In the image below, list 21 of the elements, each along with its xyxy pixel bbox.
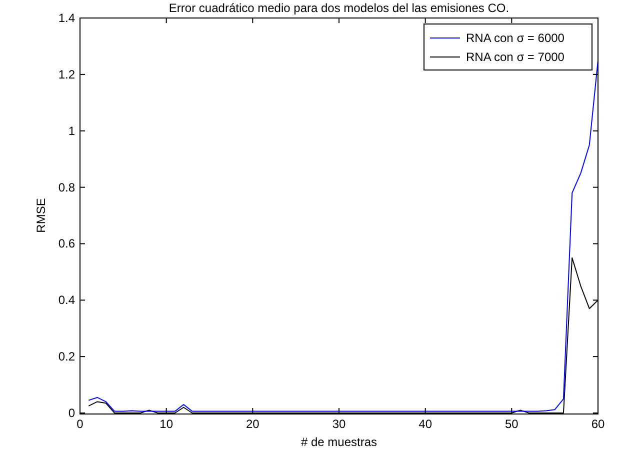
x-tick-label: 40 xyxy=(418,417,432,431)
y-tick-label: 0 xyxy=(68,406,76,420)
y-tick-label: 1.2 xyxy=(58,67,76,82)
y-tick-label: 1.4 xyxy=(58,11,76,25)
chart-title: Error cuadrático medio para dos modelos del las emisiones CO. xyxy=(168,1,510,15)
legend-label: RNA con σ = 6000 xyxy=(466,31,565,45)
y-tick-label: 0.2 xyxy=(58,350,76,364)
x-tick-label: 0 xyxy=(76,417,84,431)
y-tick-label: 0.4 xyxy=(58,293,76,308)
line-series xyxy=(88,60,598,412)
y-tick-label: 0.8 xyxy=(58,180,76,194)
y-axis-title: RMSE xyxy=(34,198,48,233)
x-tick-label: 10 xyxy=(160,417,174,431)
y-tick-label: 1 xyxy=(68,124,76,138)
x-tick-label: 20 xyxy=(246,417,260,431)
x-axis-title: # de muestras xyxy=(300,435,378,449)
x-tick-label: 30 xyxy=(332,417,346,431)
legend-label: RNA con σ = 7000 xyxy=(466,50,565,64)
x-tick-label: 60 xyxy=(591,417,605,431)
y-tick-label: 0.6 xyxy=(58,236,76,251)
x-tick-label: 50 xyxy=(504,417,519,431)
